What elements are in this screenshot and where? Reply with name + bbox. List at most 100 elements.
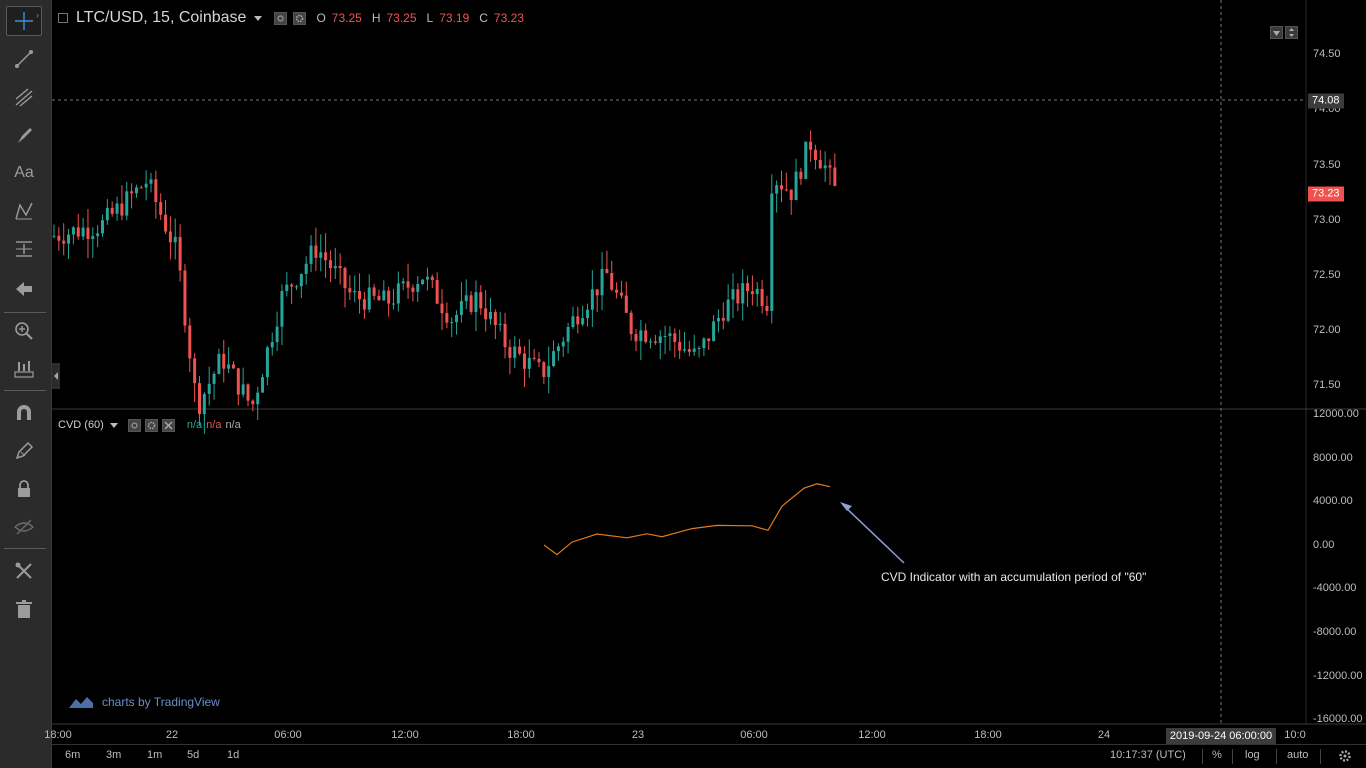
lock-icon[interactable] [6, 474, 42, 504]
pitchfork-icon[interactable] [6, 82, 42, 112]
trash-icon[interactable] [6, 594, 42, 624]
candle-body [586, 309, 589, 319]
candle-body [241, 384, 245, 395]
gear-icon[interactable] [1338, 749, 1352, 763]
candle-body [231, 364, 235, 369]
candle-body [120, 203, 124, 216]
collapse-legend-button[interactable] [58, 13, 68, 23]
candle-body [508, 347, 512, 358]
chart-area[interactable]: LTC/USD, 15, Coinbase O 73.25 H 73.25 L 73.… [44, 0, 1366, 768]
candle-body [246, 384, 250, 401]
gear-icon[interactable] [293, 11, 307, 25]
candle-body [498, 323, 502, 325]
candle-body [804, 141, 808, 179]
text-icon[interactable]: Aa [14, 164, 34, 181]
indicator-legend: CVD (60) n/a n/a n/a [58, 416, 241, 434]
candle-body [542, 362, 546, 377]
auto-toggle[interactable]: auto [1287, 749, 1309, 761]
candle-body [392, 303, 395, 305]
candle-body [799, 171, 803, 179]
move-down-icon[interactable] [1270, 26, 1283, 39]
candle-body [566, 326, 570, 342]
candle-body [687, 349, 691, 352]
candle-body [406, 281, 410, 288]
candle-body [775, 185, 779, 194]
stay-drawing-icon[interactable] [6, 436, 42, 466]
measure-icon[interactable] [6, 234, 42, 264]
range-5d[interactable]: 5d [187, 749, 200, 761]
watermark-text[interactable]: charts by TradingView [102, 695, 220, 709]
candle-body [639, 330, 643, 342]
range-3m[interactable]: 3m [106, 749, 122, 761]
back-arrow-icon[interactable] [6, 274, 42, 304]
ohlc-close-key: C [479, 11, 488, 25]
candle-body [324, 252, 328, 261]
maximize-icon[interactable] [1285, 26, 1298, 39]
log-toggle[interactable]: log [1245, 749, 1260, 761]
candle-body [343, 267, 347, 289]
candle-body [168, 231, 172, 243]
annotation-text[interactable]: CVD Indicator with an accumulation perio… [881, 570, 1147, 584]
candle-series [52, 130, 837, 434]
cvd-axis-tick: -12000.00 [1313, 670, 1363, 682]
tradingview-watermark[interactable]: charts by TradingView [68, 694, 220, 710]
indicator-value: n/a [186, 419, 203, 431]
candle-body [658, 336, 662, 343]
candle-body [62, 240, 66, 244]
candle-body [290, 284, 294, 287]
candle-body [236, 368, 240, 395]
candle-body [605, 268, 609, 274]
chevron-down-icon[interactable] [254, 15, 263, 21]
candle-body [57, 235, 61, 241]
candle-body [784, 189, 788, 191]
chevron-down-icon[interactable] [109, 422, 118, 428]
candle-body [474, 292, 478, 312]
range-6m[interactable]: 6m [65, 749, 81, 761]
candle-body [629, 312, 633, 335]
hide-icon[interactable] [6, 512, 42, 542]
indicator-value: n/a [225, 419, 241, 431]
chevron-right-icon[interactable]: › [36, 10, 39, 20]
candle-body [707, 338, 711, 342]
cvd-axis-tick: -16000.00 [1313, 713, 1363, 725]
candle-body [780, 185, 783, 190]
trend-line-icon[interactable] [6, 44, 42, 74]
indicator-title[interactable]: CVD (60) [58, 419, 104, 431]
candle-body [275, 326, 279, 343]
symbol-title[interactable]: LTC/USD, 15, Coinbase [76, 9, 247, 26]
candle-body [425, 276, 429, 280]
ruler-icon[interactable] [6, 354, 42, 384]
zoom-icon[interactable] [6, 316, 42, 346]
range-1d[interactable]: 1d [227, 749, 240, 761]
utc-clock[interactable]: 10:17:37 (UTC) [1110, 749, 1186, 761]
brush-icon[interactable] [6, 120, 42, 150]
eye-icon[interactable] [127, 418, 141, 432]
candle-body [285, 284, 289, 292]
gear-icon[interactable] [144, 418, 158, 432]
percent-toggle[interactable]: % [1212, 749, 1222, 761]
candle-body [256, 392, 260, 405]
range-1m[interactable]: 1m [147, 749, 163, 761]
eye-icon[interactable] [274, 11, 288, 25]
time-axis-tick: 24 [1097, 729, 1111, 741]
crosshair-icon[interactable] [6, 6, 42, 36]
candle-body [595, 289, 599, 296]
pattern-icon[interactable] [6, 196, 42, 226]
time-axis-tick: 12:00 [858, 729, 886, 741]
candle-body [159, 202, 163, 215]
candle-body [421, 279, 425, 285]
close-icon[interactable] [161, 418, 175, 432]
chart-canvas[interactable] [52, 0, 1366, 768]
candle-body [319, 252, 323, 258]
candle-body [455, 314, 459, 323]
tools-icon[interactable] [6, 556, 42, 586]
candle-body [450, 322, 454, 324]
candle-body [721, 318, 725, 321]
ohlc-close-value: 73.23 [493, 11, 524, 25]
candle-body [527, 357, 531, 369]
magnet-icon[interactable] [6, 398, 42, 428]
toolbar-divider [4, 548, 46, 549]
candle-body [164, 214, 168, 232]
candle-body [309, 245, 313, 264]
cvd-line [543, 483, 831, 556]
